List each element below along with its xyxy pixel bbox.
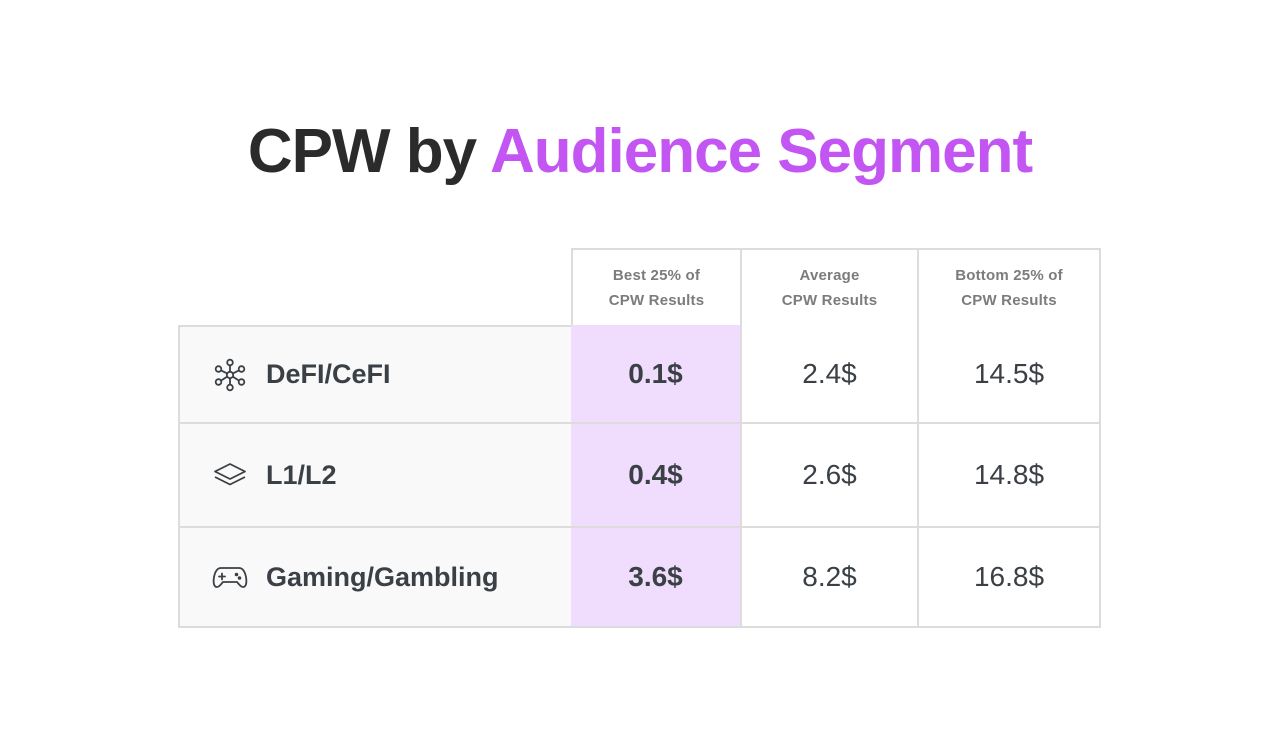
row-label-text: L1/L2 <box>266 459 337 490</box>
row-label-text: Gaming/Gambling <box>266 561 499 592</box>
gamepad-icon <box>212 559 248 595</box>
col-header-bottom: Bottom 25% of CPW Results <box>919 248 1101 327</box>
col-header-average: Average CPW Results <box>742 248 919 327</box>
page-title: CPW by Audience Segment <box>0 114 1280 190</box>
cell-defi-bottom: 14.5$ <box>919 325 1101 424</box>
title-part-plain: CPW by <box>247 117 491 186</box>
cell-l1l2-best: 0.4$ <box>571 424 742 528</box>
col-header-bottom-line2: CPW Results <box>961 291 1057 309</box>
network-nodes-icon <box>212 357 248 393</box>
cell-defi-average: 2.4$ <box>742 325 919 424</box>
row-label-l1l2: L1/L2 <box>178 424 573 528</box>
row-label-gaming: Gaming/Gambling <box>178 528 573 628</box>
row-label-defi: DeFI/CeFI <box>178 325 573 424</box>
layers-icon <box>212 457 248 493</box>
col-header-best-line2: CPW Results <box>608 291 705 309</box>
col-header-bottom-line1: Bottom 25% of <box>955 266 1063 284</box>
col-header-average-line1: Average <box>799 266 860 284</box>
col-header-best-line1: Best 25% of <box>612 266 701 284</box>
title-part-accent: Audience Segment <box>490 117 1033 186</box>
col-header-best: Best 25% of CPW Results <box>571 248 742 327</box>
cell-gaming-bottom: 16.8$ <box>919 528 1101 628</box>
cell-defi-best: 0.1$ <box>571 325 742 424</box>
cell-l1l2-bottom: 14.8$ <box>919 424 1101 528</box>
cell-l1l2-average: 2.6$ <box>742 424 919 528</box>
cell-gaming-average: 8.2$ <box>742 528 919 628</box>
col-header-average-line2: CPW Results <box>781 291 878 309</box>
row-label-text: DeFI/CeFI <box>266 359 391 389</box>
cell-gaming-best: 3.6$ <box>571 528 742 628</box>
